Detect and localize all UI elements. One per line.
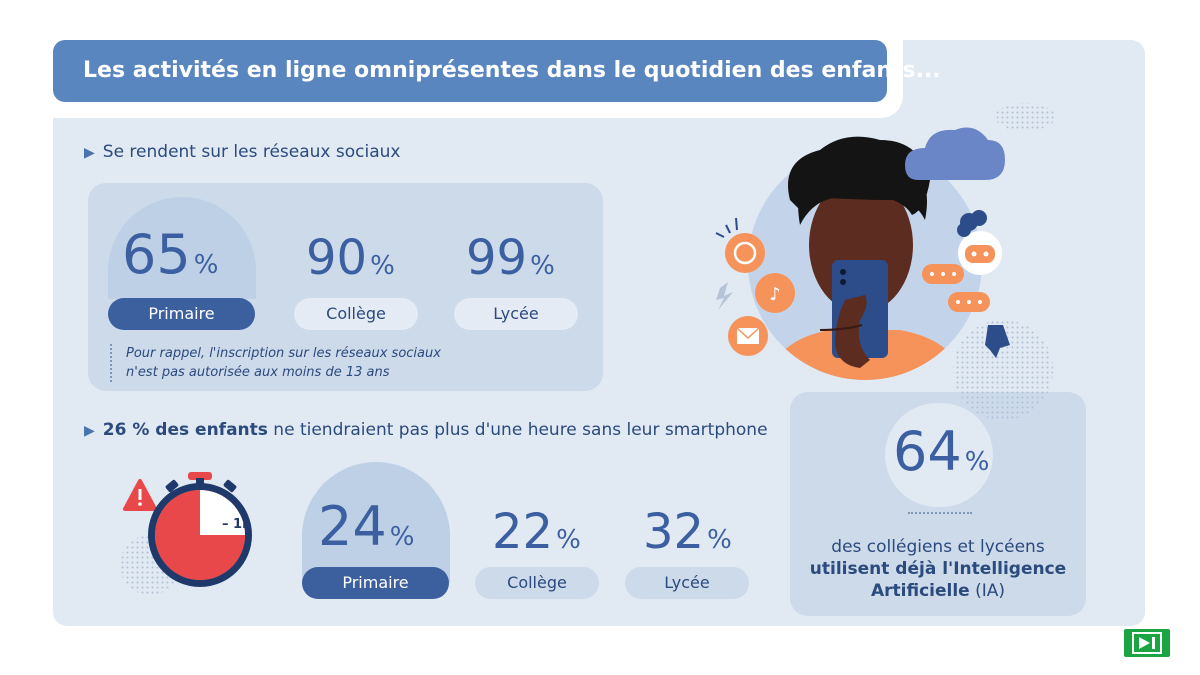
label-social-primaire: Primaire [108, 298, 255, 330]
stat-social-primaire: 65% [122, 223, 219, 286]
label-phone-lycee: Lycée [625, 567, 749, 599]
stat-ia: 64% [893, 420, 990, 483]
next-slide-icon [1132, 632, 1162, 654]
page-title: Les activités en ligne omniprésentes dan… [53, 40, 941, 102]
smartphone-heading: ▶ 26 % des enfants ne tiendraient pas plu… [84, 420, 768, 440]
ia-description: des collégiens et lycéens utilisent déjà… [809, 537, 1067, 601]
bullet-arrow-icon: ▶ [84, 423, 95, 439]
bullet-arrow-icon: ▶ [84, 145, 95, 161]
label-social-lycee: Lycée [454, 298, 578, 330]
stat-phone-lycee: 32% [643, 504, 732, 560]
stat-phone-college: 22% [492, 504, 581, 560]
reminder-note: Pour rappel, l'inscription sur les résea… [110, 344, 441, 382]
next-slide-button[interactable] [1124, 629, 1170, 657]
ia-divider [908, 512, 972, 514]
stat-phone-primaire: 24% [318, 495, 415, 558]
ia-stat-circle [885, 403, 993, 507]
highlight-arch [302, 462, 450, 582]
label-phone-college: Collège [475, 567, 599, 599]
stat-social-college: 90% [306, 230, 395, 286]
label-phone-primaire: Primaire [302, 567, 449, 599]
label-social-college: Collège [294, 298, 418, 330]
stat-social-lycee: 99% [466, 230, 555, 286]
social-heading: ▶ Se rendent sur les réseaux sociaux [84, 142, 401, 162]
